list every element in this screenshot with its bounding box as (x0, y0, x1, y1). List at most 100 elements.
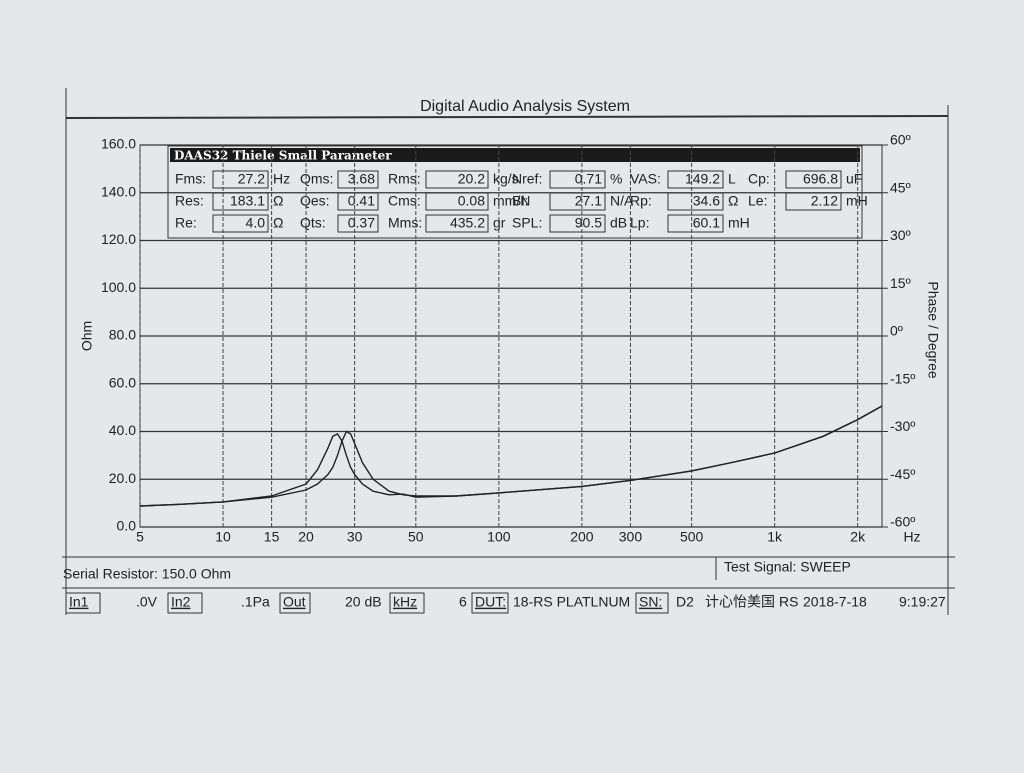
status-button[interactable] (635, 592, 669, 614)
param-value: 2.12 (811, 193, 838, 209)
param-unit: Ω (273, 193, 283, 209)
y2-tick-label: -45º (890, 466, 915, 482)
param-box (425, 214, 489, 233)
y2-tick-label: -15º (890, 370, 915, 386)
param-label: Fms: (175, 171, 206, 187)
status-button[interactable] (471, 592, 509, 614)
param-label: Bl: (512, 193, 528, 209)
param-unit: mH (728, 215, 750, 231)
param-label: Qes: (300, 193, 330, 209)
status-item: SN: (639, 594, 662, 610)
param-label: Lp: (630, 215, 649, 231)
param-label: Le: (748, 193, 767, 209)
param-box (337, 214, 379, 233)
param-unit: mH (846, 193, 868, 209)
param-value: 34.6 (693, 193, 720, 209)
param-label: Qms: (300, 171, 333, 187)
param-value: 0.37 (348, 215, 375, 231)
status-item: DUT: (475, 594, 506, 610)
param-box (667, 170, 724, 189)
y-tick-label: 40.0 (109, 422, 136, 438)
param-unit: % (610, 171, 622, 187)
status-button[interactable] (389, 592, 425, 614)
param-label: Rms: (388, 171, 421, 187)
y-axis-label: Ohm (79, 321, 95, 351)
param-value: 27.1 (575, 193, 602, 209)
parameter-panel: DAAS32 Thiele Small Parameter Fms: 27.2 Hz Q… (167, 145, 868, 239)
y2-tick-label: 30º (890, 227, 911, 243)
param-value: 3.68 (348, 171, 375, 187)
impedance-curve (139, 405, 883, 507)
impedance-curve (139, 405, 883, 507)
param-unit: N/A (610, 193, 634, 209)
param-value: 20.2 (458, 171, 485, 187)
y2-tick-label: -30º (890, 418, 915, 434)
param-box (212, 170, 269, 189)
param-value: 183.1 (230, 193, 265, 209)
x-tick-label: 30 (347, 529, 363, 545)
param-label: SPL: (512, 215, 542, 231)
y-tick-label: 100.0 (101, 279, 136, 295)
status-item: .0V (136, 594, 158, 610)
param-box (337, 170, 379, 189)
x-tick-label: 500 (680, 529, 704, 545)
y-tick-label: 80.0 (109, 327, 136, 343)
param-box (549, 214, 606, 233)
param-label: Re: (175, 215, 197, 231)
param-unit: mm/N (493, 193, 530, 209)
status-bar: In1 .0V In2 .1Pa Out 20 dB kHz 6 DUT: 18-RS PLATL… (65, 592, 946, 614)
param-value: 0.71 (575, 171, 602, 187)
window-title: Digital Audio Analysis System (420, 98, 630, 115)
status-button[interactable] (167, 592, 203, 614)
y-tick-label: 160.0 (101, 136, 136, 152)
param-label: Res: (175, 193, 204, 209)
x-tick-label: 20 (298, 529, 314, 545)
status-item: 9:19:27 (899, 594, 946, 610)
param-label: Nref: (512, 171, 542, 187)
y-tick-label: 140.0 (101, 183, 136, 199)
param-unit: kg/s (493, 171, 519, 187)
param-unit: dB (610, 215, 627, 231)
param-value: 0.08 (458, 193, 485, 209)
test-signal: Test Signal: SWEEP (724, 559, 851, 575)
title-rule (65, 115, 949, 119)
param-box (549, 170, 606, 189)
param-value: 149.2 (685, 171, 720, 187)
param-value: 4.0 (246, 215, 266, 231)
param-value: 27.2 (238, 171, 265, 187)
status-button[interactable] (279, 592, 311, 614)
x-tick-label: 100 (487, 529, 511, 545)
param-unit: Ω (728, 193, 738, 209)
x-tick-label: 200 (570, 529, 594, 545)
y2-tick-label: 0º (890, 323, 903, 339)
panel-titlebar (170, 148, 860, 162)
param-box (785, 170, 842, 189)
y2-tick-label: 15º (890, 275, 911, 291)
status-item: .1Pa (241, 594, 270, 610)
x-tick-label: 10 (215, 529, 231, 545)
y-tick-label: 0.0 (117, 518, 137, 534)
status-item: In2 (171, 594, 191, 610)
status-button[interactable] (65, 592, 101, 614)
x-tick-label: 50 (408, 529, 424, 545)
param-value: 90.5 (575, 215, 602, 231)
x-tick-label: 1k (767, 529, 783, 545)
param-box (425, 170, 489, 189)
param-unit: Ω (273, 215, 283, 231)
param-label: Rp: (630, 193, 652, 209)
param-value: 435.2 (450, 215, 485, 231)
status-item: 2018-7-18 (803, 594, 867, 610)
panel-title: DAAS32 Thiele Small Parameter (174, 149, 392, 163)
param-value: 60.1 (693, 215, 720, 231)
status-item: RS (779, 594, 798, 610)
serial-resistor: Serial Resistor: 150.0 Ohm (63, 566, 231, 582)
y-tick-label: 20.0 (109, 470, 136, 486)
status-item: 20 dB (345, 594, 382, 610)
param-unit: Hz (273, 171, 290, 187)
param-unit: gr (493, 215, 506, 231)
status-item: In1 (69, 594, 89, 610)
status-item: 计心怡美国 (705, 594, 775, 610)
param-box (667, 214, 724, 233)
status-item: 6 (459, 594, 467, 610)
